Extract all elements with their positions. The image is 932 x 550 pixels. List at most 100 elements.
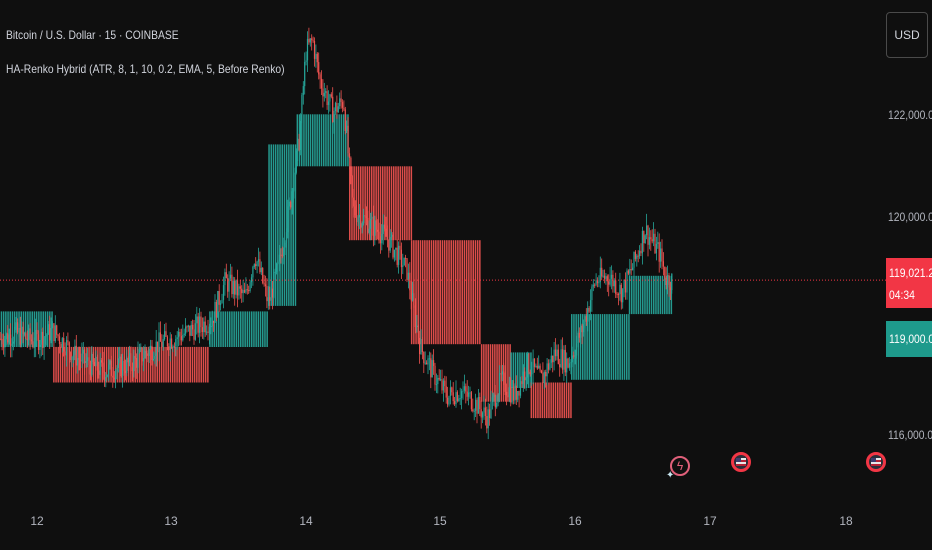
candle-body <box>371 216 373 219</box>
renko-brick-bar <box>371 166 373 241</box>
candle-body <box>424 362 426 364</box>
renko-brick-bar <box>428 240 430 345</box>
current-price-value: 119,021.27 <box>889 266 932 280</box>
renko-brick-bar <box>465 240 468 345</box>
candle-body <box>470 392 472 410</box>
candle-body <box>365 216 367 218</box>
renko-brick-bar <box>570 382 572 419</box>
renko-brick-bar <box>388 166 391 241</box>
renko-brick-bar <box>248 311 251 347</box>
candle-body <box>133 355 135 372</box>
candle-body <box>145 350 147 354</box>
candle-body <box>595 280 597 285</box>
renko-brick-bar <box>601 314 604 380</box>
candle-body <box>594 284 596 286</box>
x-tick-label: 14 <box>299 514 313 528</box>
renko-brick-bar <box>404 166 406 241</box>
candle-body <box>402 265 404 267</box>
candle-body <box>524 371 526 381</box>
candle-body <box>183 333 185 335</box>
candle-body <box>302 86 304 95</box>
renko-brick-bar <box>132 346 134 383</box>
renko-brick-bar <box>568 382 570 419</box>
candle-body <box>130 353 132 368</box>
candle-body <box>531 373 533 375</box>
candle-body <box>398 245 400 265</box>
candle-body <box>207 331 209 333</box>
renko-brick-bar <box>0 311 3 347</box>
renko-brick-bar <box>608 314 610 380</box>
candle-body <box>292 190 295 192</box>
renko-brick-bar <box>301 114 303 167</box>
candle-body <box>486 416 488 429</box>
currency-button[interactable]: USD <box>886 12 928 58</box>
candle-body <box>269 297 271 301</box>
renko-brick-bar <box>653 275 655 315</box>
candle-body <box>573 355 575 357</box>
renko-brick-bar <box>180 346 183 383</box>
renko-brick-bar <box>336 114 338 167</box>
candle-body <box>462 390 464 392</box>
candle-body <box>623 280 625 289</box>
candle-body <box>309 38 311 43</box>
candle-body <box>58 336 61 344</box>
candle-body <box>201 327 203 332</box>
candle-body <box>507 395 509 398</box>
renko-brick-bar <box>657 275 659 315</box>
candle-body <box>19 328 21 345</box>
candle-body <box>417 325 419 338</box>
candle-body <box>220 303 222 305</box>
candle-body <box>427 358 429 365</box>
candle-body <box>14 330 16 342</box>
renko-brick-bar <box>189 346 191 383</box>
candle-body <box>285 232 288 243</box>
lightning-icon[interactable]: ϟ <box>670 456 690 476</box>
candle-body <box>193 329 195 340</box>
candle-body <box>367 217 369 233</box>
candle-body <box>206 331 208 333</box>
renko-brick-bar <box>2 311 5 347</box>
renko-brick-bar <box>599 314 602 380</box>
candle-body <box>12 341 14 344</box>
candle-body <box>661 248 663 262</box>
candle-body <box>455 392 457 405</box>
renko-brick-bar <box>571 314 573 380</box>
candle-body <box>559 364 561 368</box>
us-flag-icon[interactable] <box>866 452 886 472</box>
renko-brick-bar <box>327 114 329 167</box>
renko-brick-bar <box>532 382 535 419</box>
candle-body <box>211 320 213 326</box>
candle-body <box>517 391 519 400</box>
candle-body <box>0 338 2 340</box>
candle-body <box>280 254 282 256</box>
indicator-legend[interactable]: HA-Renko Hybrid (ATR, 8, 1, 10, 0.2, EMA… <box>6 62 285 76</box>
renko-brick-bar <box>215 311 218 347</box>
us-flag-icon[interactable] <box>731 452 751 472</box>
candle-body <box>388 239 390 251</box>
candle-body <box>329 94 331 102</box>
candle-body <box>477 397 479 414</box>
renko-brick-bar <box>500 344 503 402</box>
candle-body <box>473 410 475 412</box>
candle-body <box>122 360 124 376</box>
renko-brick-bar <box>31 311 33 347</box>
renko-brick-bar <box>541 382 544 419</box>
candle-body <box>587 308 589 322</box>
renko-brick-bar <box>316 114 318 167</box>
renko-brick-bar <box>127 346 130 383</box>
candle-body <box>75 345 77 366</box>
candle-body <box>651 239 653 242</box>
candle-body <box>412 293 414 301</box>
candle-body <box>592 284 594 287</box>
candle-body <box>437 377 439 385</box>
renko-brick-bar <box>320 114 323 167</box>
renko-brick-bar <box>81 346 84 383</box>
candle-body <box>667 275 669 285</box>
candle-body <box>1 339 3 345</box>
candle-body <box>96 356 98 371</box>
renko-brick-bar <box>38 311 40 347</box>
candle-body <box>521 381 523 384</box>
candle-body <box>176 337 178 339</box>
candle-body <box>463 386 465 391</box>
